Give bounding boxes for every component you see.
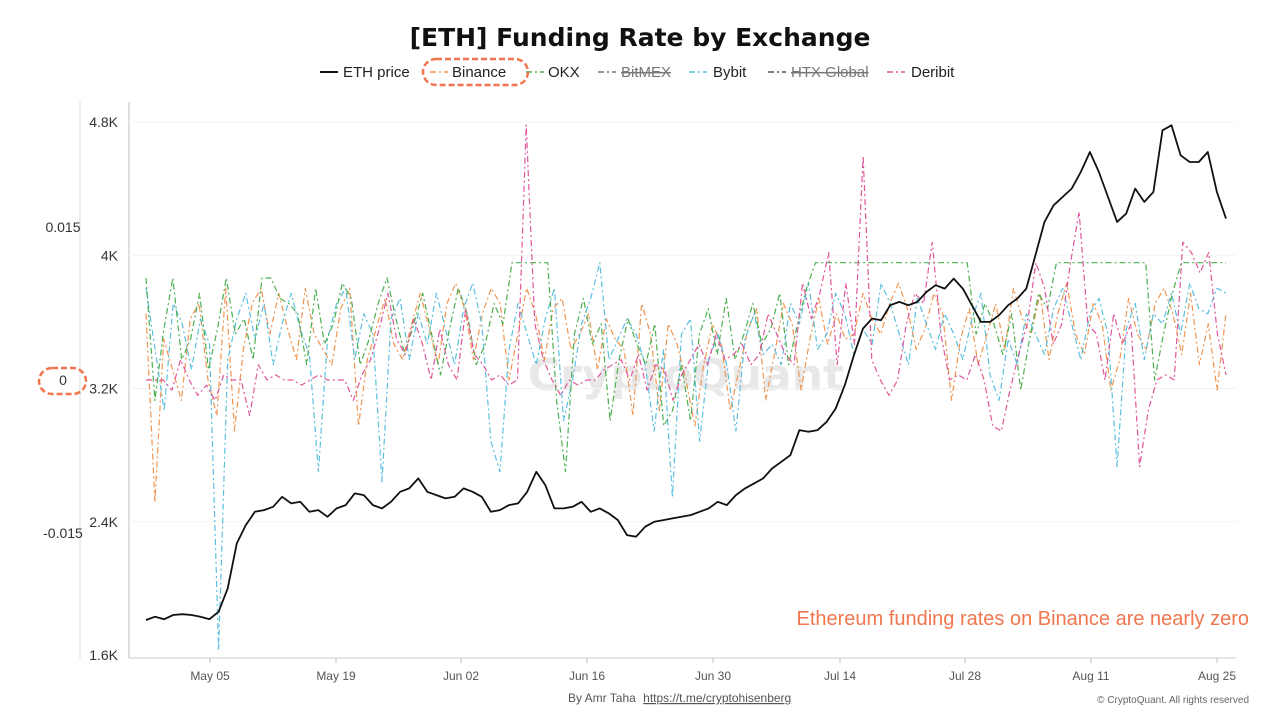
x-axis-tick-label: May 19 [316,669,356,683]
credit-link[interactable]: https://t.me/cryptohisenberg [643,691,791,705]
x-axis-tick-label: Jul 28 [949,669,981,683]
legend-item-eth-price[interactable]: ETH price [343,64,410,81]
watermark-logo: CryptoQuant [528,350,844,401]
right-axis-tick-label: 3.2K [89,381,118,397]
legend-item-deribit[interactable]: Deribit [911,64,955,81]
right-axis-tick-label: 1.6K [89,647,118,663]
left-axis-tick-label: -0.015 [43,525,83,541]
right-axis-tick-label: 4.8K [89,114,118,130]
copyright-text: © CryptoQuant. All rights reserved [1097,695,1249,706]
legend-highlight-oval [421,57,530,87]
highlights [37,57,530,396]
right-axis-ticks: 4.8K 4K 3.2K 2.4K 1.6K [89,114,1236,663]
right-axis-tick-label: 2.4K [89,514,118,530]
credit-author: By Amr Taha [568,691,636,705]
legend-item-bybit[interactable]: Bybit [713,64,747,81]
left-axis-ticks: 0.015 0 -0.015 [43,219,83,541]
legend: ETH price Binance OKX BitMEX Bybit HTX Global… [320,64,955,81]
annotation-text: Ethereum funding rates on Binance are ne… [797,608,1250,630]
chart-title: [ETH] Funding Rate by Exchange [410,23,871,52]
x-axis-tick-label: Jun 02 [443,669,479,683]
legend-item-binance[interactable]: Binance [452,64,506,81]
series-line-okx [145,262,1226,473]
left-axis-tick-label: 0 [59,372,67,388]
x-axis-tick-label: Jul 14 [824,669,856,683]
right-axis-tick-label: 4K [101,247,119,263]
series-layer [145,124,1227,651]
legend-item-bitmex[interactable]: BitMEX [621,64,671,81]
series-line-deribit [146,124,1227,468]
x-axis-tick-label: Jun 16 [569,669,605,683]
series-line-bybit [145,262,1227,651]
series-line-eth-price [145,124,1227,621]
x-axis-ticks: May 05 May 19 Jun 02 Jun 16 Jun 30 Jul 14 Jul … [190,658,1236,683]
legend-item-okx[interactable]: OKX [548,64,580,81]
x-axis-tick-label: Aug 25 [1198,669,1236,683]
zero-tick-highlight-oval [37,366,88,396]
x-axis-tick-label: May 05 [190,669,230,683]
left-axis-tick-label: 0.015 [45,219,80,235]
x-axis-tick-label: Aug 11 [1072,669,1109,683]
legend-item-htx-global[interactable]: HTX Global [791,64,869,81]
credit-text: By Amr Taha https://t.me/cryptohisenberg [568,691,791,705]
x-axis-tick-label: Jun 30 [695,669,731,683]
